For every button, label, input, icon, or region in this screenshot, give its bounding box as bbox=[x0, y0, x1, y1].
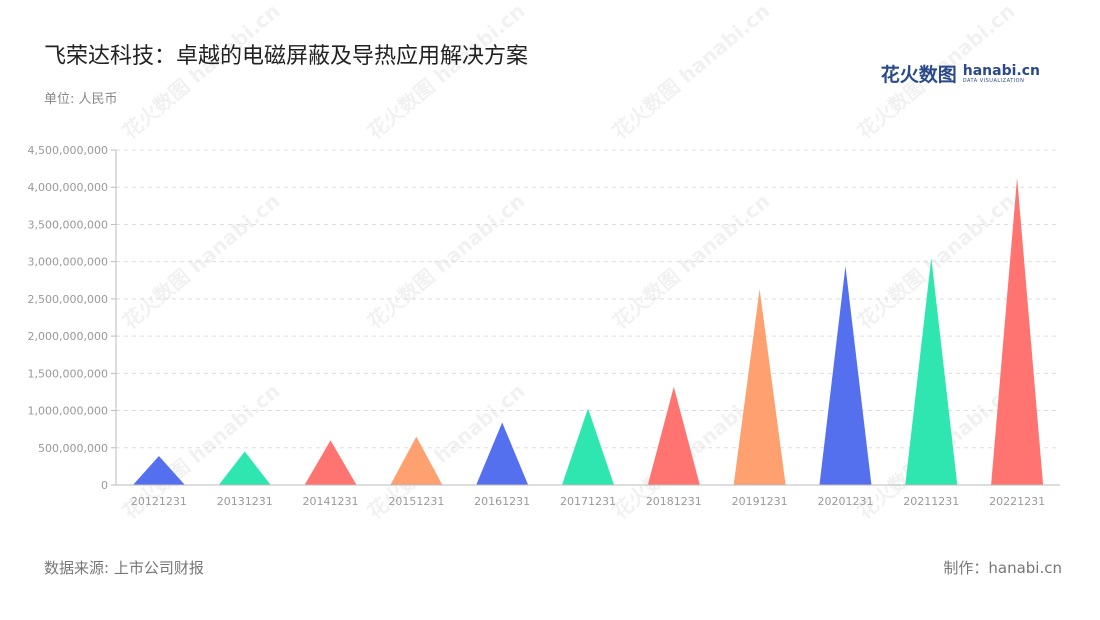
bar-20141231 bbox=[304, 440, 357, 485]
x-tick-label: 20161231 bbox=[474, 495, 530, 508]
x-tick-label: 20221231 bbox=[989, 495, 1045, 508]
x-tick-label: 20211231 bbox=[903, 495, 959, 508]
logo-sub-text: DATA VISUALIZATION bbox=[962, 77, 1025, 84]
logo-en-block: hanabi.cn DATA VISUALIZATION bbox=[963, 64, 1040, 84]
x-tick-label: 20151231 bbox=[388, 495, 444, 508]
y-tick-label: 4,500,000,000 bbox=[28, 144, 108, 157]
y-tick-label: 3,500,000,000 bbox=[28, 218, 108, 231]
y-tick-label: 1,000,000,000 bbox=[28, 405, 108, 418]
bar-20131231 bbox=[218, 451, 271, 485]
watermark-text: 花火数图 hanabi.cn bbox=[363, 0, 530, 144]
bar-20151231 bbox=[390, 436, 443, 485]
bar-20121231 bbox=[132, 455, 185, 485]
y-tick-label: 3,000,000,000 bbox=[28, 256, 108, 269]
x-axis: 20121231 20131231 20141231 20151231 20161231… bbox=[116, 484, 1060, 508]
data-source: 数据来源: 上市公司财报 bbox=[44, 559, 204, 577]
bar-20171231 bbox=[562, 408, 614, 485]
x-tick-label: 20141231 bbox=[303, 495, 359, 508]
watermark-text: 花火数图 hanabi.cn bbox=[853, 0, 1020, 144]
x-tick-label: 20181231 bbox=[646, 495, 702, 508]
x-tick-label: 20131231 bbox=[217, 495, 273, 508]
y-tick-label: 2,500,000,000 bbox=[28, 293, 108, 306]
bar-20161231 bbox=[476, 422, 529, 485]
y-tick-label: 2,000,000,000 bbox=[28, 330, 108, 343]
bar-series bbox=[132, 177, 1044, 486]
bar-20211231 bbox=[905, 257, 958, 485]
y-tick-label: 0 bbox=[101, 479, 108, 492]
y-tick-label: 1,500,000,000 bbox=[28, 367, 108, 380]
x-tick-label: 20201231 bbox=[817, 495, 873, 508]
x-tick-label: 20191231 bbox=[732, 495, 788, 508]
bar-20221231 bbox=[991, 177, 1044, 486]
maker-credit: 制作：hanabi.cn bbox=[943, 559, 1062, 577]
watermark-text: 花火数图 hanabi.cn bbox=[608, 0, 775, 144]
unit-label: 单位: 人民币 bbox=[44, 92, 118, 107]
y-axis: 0 500,000,000 1,000,000,000 1,500,000,000 2,… bbox=[28, 144, 117, 492]
watermark-text: 花火数图 hanabi.cn bbox=[118, 0, 285, 144]
logo-en-text: hanabi.cn bbox=[962, 62, 1040, 79]
bar-20201231 bbox=[819, 266, 872, 485]
bar-20181231 bbox=[647, 386, 700, 485]
bar-20191231 bbox=[733, 289, 786, 485]
chart-title: 飞荣达科技：卓越的电磁屏蔽及导热应用解决方案 bbox=[44, 44, 529, 69]
logo-cn-text: 花火数图 bbox=[880, 64, 957, 86]
x-tick-label: 20121231 bbox=[131, 495, 187, 508]
y-tick-label: 500,000,000 bbox=[38, 442, 108, 455]
y-tick-label: 4,000,000,000 bbox=[28, 181, 108, 194]
brand-logo: 花火数图 hanabi.cn DATA VISUALIZATION bbox=[881, 60, 1040, 87]
x-tick-label: 20171231 bbox=[560, 495, 616, 508]
